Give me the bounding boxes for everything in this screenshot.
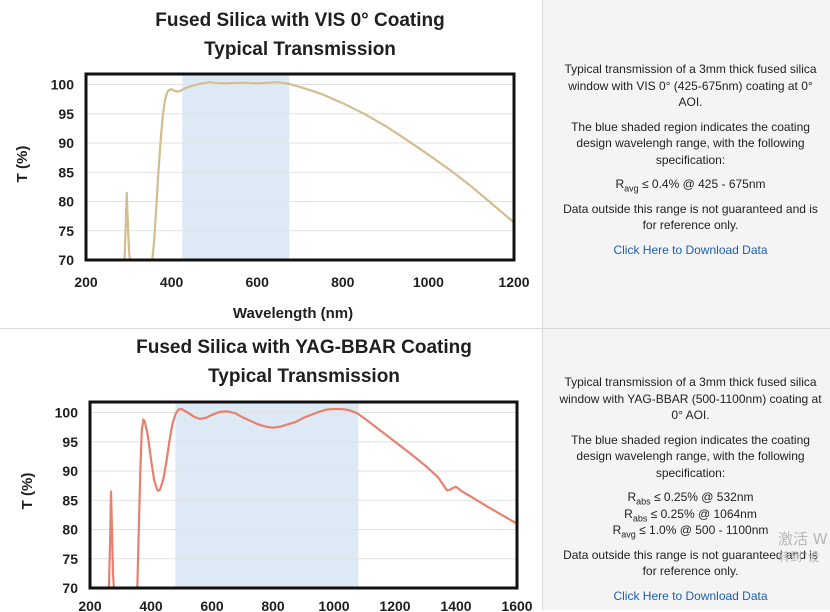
disclaimer-text: Data outside this range is not guarantee… xyxy=(563,547,818,579)
shaded-region-note: The blue shaded region indicates the coa… xyxy=(571,432,810,480)
spec-value: ≤ 0.25% @ 532nm xyxy=(650,490,754,504)
y-tick-label: 80 xyxy=(62,522,78,538)
description-cell-yag: Typical transmission of a 3mm thick fuse… xyxy=(543,329,830,610)
x-tick-label: 1000 xyxy=(318,598,349,611)
description-text: Typical transmission of a 3mm thick fuse… xyxy=(559,375,822,422)
y-tick-label: 70 xyxy=(58,252,74,268)
spec-line: Rabs ≤ 0.25% @ 1064nm xyxy=(555,506,826,523)
coating-range-shading xyxy=(182,74,290,260)
y-tick-label: 75 xyxy=(58,223,74,239)
chart-title-line1: Fused Silica with VIS 0° Coating xyxy=(155,10,444,31)
chart-vis-coating: Fused Silica with VIS 0° Coating Typical… xyxy=(14,10,530,322)
y-tick-label: 95 xyxy=(62,434,78,450)
description-text: Typical transmission of a 3mm thick fuse… xyxy=(564,62,817,109)
row-yag-bbar-coating: Fused Silica with YAG-BBAR Coating Typic… xyxy=(0,328,830,611)
x-tick-label: 200 xyxy=(78,598,102,611)
shaded-region-note: The blue shaded region indicates the coa… xyxy=(571,119,810,167)
y-tick-label: 90 xyxy=(62,463,78,479)
disclaimer-text: Data outside this range is not guarantee… xyxy=(563,201,818,233)
download-data-link[interactable]: Click Here to Download Data xyxy=(613,242,768,257)
chart-title-line2: Typical Transmission xyxy=(208,366,400,387)
x-axis-label: Wavelength (nm) xyxy=(233,305,353,322)
x-tick-label: 1200 xyxy=(498,274,529,290)
y-tick-label: 85 xyxy=(58,164,74,180)
y-tick-label: 85 xyxy=(62,492,78,508)
chart-cell-vis: Fused Silica with VIS 0° Coating Typical… xyxy=(0,0,543,328)
x-tick-label: 1200 xyxy=(379,598,410,611)
description-cell-vis: Typical transmission of a 3mm thick fuse… xyxy=(543,0,830,328)
x-tick-label: 600 xyxy=(200,598,224,611)
spec-list: Ravg ≤ 0.4% @ 425 - 675nm xyxy=(555,176,826,193)
spec-symbol: R xyxy=(624,506,633,521)
spec-subscript: avg xyxy=(621,529,636,540)
x-tick-label: 1000 xyxy=(413,274,444,290)
spec-value: ≤ 1.0% @ 500 - 1100nm xyxy=(635,523,769,537)
watermark-line1: 激活 W xyxy=(778,530,828,548)
x-tick-label: 1600 xyxy=(501,598,532,611)
spec-value: ≤ 0.4% @ 425 - 675nm xyxy=(638,177,766,191)
y-axis-label: T (%) xyxy=(19,473,36,510)
spec-symbol: R xyxy=(612,523,622,537)
chart-title-line1: Fused Silica with YAG-BBAR Coating xyxy=(136,337,472,358)
spec-line: Ravg ≤ 0.4% @ 425 - 675nm xyxy=(555,176,826,193)
y-tick-label: 100 xyxy=(55,405,79,421)
spec-symbol: R xyxy=(627,490,637,504)
x-tick-label: 800 xyxy=(331,274,355,290)
y-tick-label: 75 xyxy=(62,551,78,567)
y-tick-label: 95 xyxy=(58,106,74,122)
description-block: Typical transmission of a 3mm thick fuse… xyxy=(555,61,826,266)
spec-value: ≤ 0.25% @ 1064nm xyxy=(647,506,757,521)
x-tick-label: 400 xyxy=(139,598,163,611)
x-tick-label: 400 xyxy=(160,274,184,290)
y-tick-label: 100 xyxy=(51,77,75,93)
coating-range-shading xyxy=(175,402,359,588)
chart-yag-bbar-coating: Fused Silica with YAG-BBAR Coating Typic… xyxy=(19,337,533,611)
activation-watermark: 激活 W 转到"设 xyxy=(778,530,830,566)
x-tick-label: 1400 xyxy=(440,598,471,611)
spec-subscript: abs xyxy=(636,496,651,507)
transmission-series-line xyxy=(107,407,517,588)
row-vis-coating: Fused Silica with VIS 0° Coating Typical… xyxy=(0,0,830,328)
plot-frame xyxy=(88,400,519,590)
plot-area: 70 75 80 85 90 95 100 200 400 600 800 1000 1200 1400 1… xyxy=(55,400,533,611)
spec-symbol: R xyxy=(615,177,625,191)
spec-list: Rabs ≤ 0.25% @ 532nm Rabs ≤ 0.25% @ 1064… xyxy=(555,489,826,539)
watermark-line2: 转到"设 xyxy=(778,550,820,564)
plot-frame xyxy=(84,72,516,262)
plot-area: 70 75 80 85 90 95 100 200 400 600 800 1000 1200 xyxy=(51,72,530,290)
spec-line: Rabs ≤ 0.25% @ 532nm xyxy=(555,489,826,506)
x-tick-label: 600 xyxy=(246,274,270,290)
chart-cell-yag: Fused Silica with YAG-BBAR Coating Typic… xyxy=(0,329,543,611)
spec-subscript: avg xyxy=(624,183,639,194)
y-axis-label: T (%) xyxy=(14,146,31,183)
download-data-link[interactable]: Click Here to Download Data xyxy=(613,588,768,603)
chart-title-line2: Typical Transmission xyxy=(204,39,396,60)
spec-subscript: abs xyxy=(632,512,648,523)
x-tick-label: 800 xyxy=(261,598,285,611)
y-tick-label: 70 xyxy=(62,580,78,596)
y-tick-label: 80 xyxy=(58,194,74,210)
y-tick-label: 90 xyxy=(58,135,74,151)
spec-line: Ravg ≤ 1.0% @ 500 - 1100nm xyxy=(555,522,826,539)
x-tick-label: 200 xyxy=(74,274,98,290)
transmission-series-line xyxy=(123,81,514,260)
description-block: Typical transmission of a 3mm thick fuse… xyxy=(555,374,826,612)
